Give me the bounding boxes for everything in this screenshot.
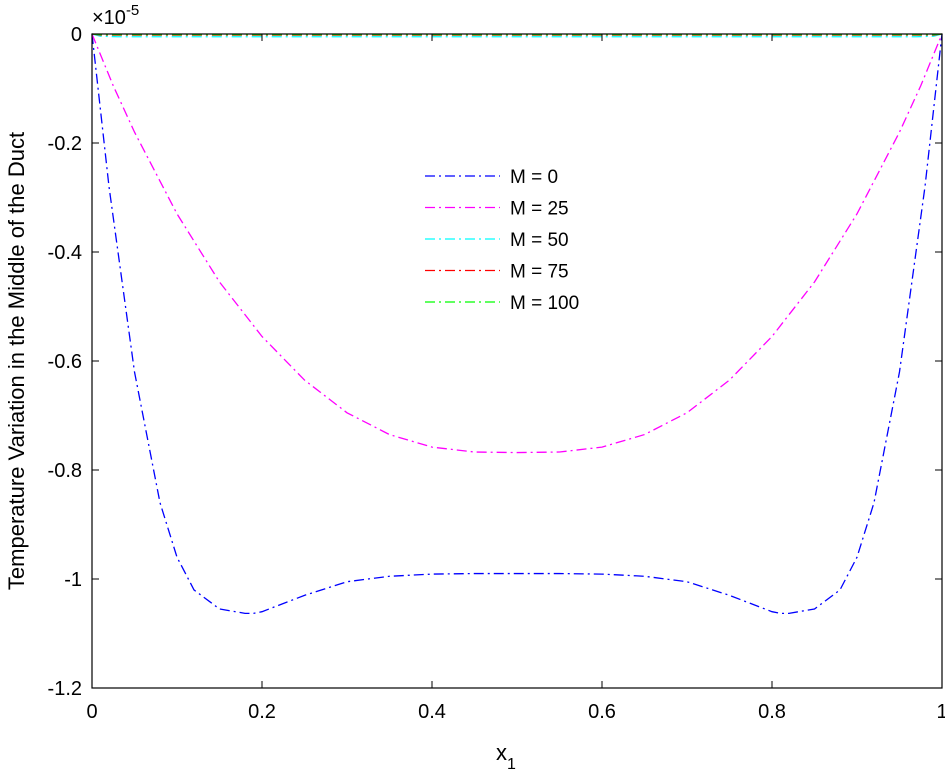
- x-tick-label: 0.4: [418, 701, 446, 723]
- y-tick-label: 0: [71, 24, 82, 46]
- x-tick-label: 0.2: [248, 701, 276, 723]
- series-line-m-0: [91, 33, 943, 614]
- x-axis-label: x1: [496, 740, 516, 773]
- y-tick-label: -1.2: [48, 678, 82, 700]
- series-line-m-25: [91, 33, 943, 454]
- y-tick-label: -0.6: [48, 351, 82, 373]
- y-tick-label: -0.4: [48, 242, 82, 264]
- x-tick-label: 0: [86, 701, 97, 723]
- y-tick-label: -0.2: [48, 133, 82, 155]
- x-tick-label: 0.6: [588, 701, 616, 723]
- y-tick-label: -0.8: [48, 460, 82, 482]
- legend-label: M = 0: [510, 167, 558, 188]
- legend-label: M = 75: [510, 262, 569, 283]
- plot-area-frame: [91, 33, 943, 689]
- legend-label: M = 25: [510, 199, 569, 220]
- x-axis-label-subscript: 1: [507, 756, 516, 773]
- tick-labels: 0 0.2 0.4 0.6 0.8 1 -1.2 -1 -0.8 -0.6 -0.4 -0.2 0: [48, 24, 945, 723]
- tick-marks: [91, 33, 943, 689]
- series-layer: [91, 33, 943, 614]
- y-tick-label: -1: [64, 569, 82, 591]
- y-axis-label: Temperature Variation in the Middle of t…: [4, 132, 29, 590]
- x-tick-label: 0.8: [758, 701, 786, 723]
- legend-label: M = 50: [510, 230, 569, 251]
- legend-label: M = 100: [510, 293, 579, 314]
- y-exponent-label: ×10-5: [92, 2, 139, 29]
- legend: M = 0 M = 25 M = 50 M = 75 M = 100: [425, 167, 579, 314]
- y-exponent-power: -5: [126, 2, 139, 19]
- x-tick-label: 1: [936, 701, 945, 723]
- series-line-m-50: [91, 33, 943, 38]
